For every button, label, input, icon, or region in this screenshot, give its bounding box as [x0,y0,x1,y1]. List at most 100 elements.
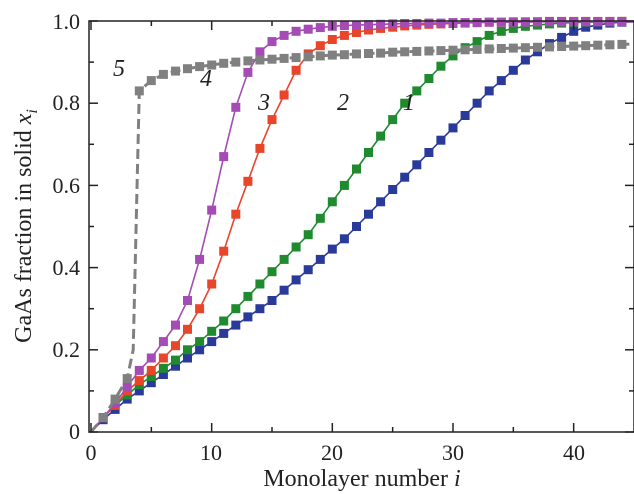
data-point-series-5 [581,41,590,50]
data-point-series-4 [593,17,602,26]
data-point-series-2 [219,317,228,326]
data-point-series-5 [123,374,132,383]
x-tick-label: 20 [321,440,343,465]
y-tick-label: 0.6 [53,173,81,198]
data-point-series-1 [449,123,458,132]
series-5 [91,40,634,432]
data-point-series-2 [292,243,301,252]
data-point-series-2 [328,197,337,206]
data-point-series-4 [171,321,180,330]
data-point-series-2 [280,255,289,264]
data-point-series-1 [316,255,325,264]
data-point-series-5 [171,67,180,76]
data-point-series-4 [557,17,566,26]
data-point-series-2 [171,356,180,365]
x-tick-label: 10 [200,440,222,465]
data-point-series-4 [316,23,325,32]
data-point-series-1 [183,354,192,363]
data-point-series-3 [280,91,289,100]
data-point-series-5 [292,53,301,62]
data-point-series-1 [412,160,421,169]
data-point-series-4 [183,296,192,305]
data-point-series-5 [485,44,494,53]
data-point-series-4 [159,337,168,346]
data-point-series-1 [304,265,313,274]
data-point-series-5 [183,64,192,73]
data-point-series-4 [497,18,506,27]
y-tick-label: 0 [69,419,80,444]
data-point-series-2 [364,148,373,157]
y-axis-title-text: GaAs fraction in solid [11,130,37,343]
data-point-series-4 [219,152,228,161]
data-point-series-2 [485,31,494,40]
data-point-series-2 [436,62,445,71]
data-point-series-3 [268,115,277,124]
data-point-series-4 [147,354,156,363]
data-point-series-1 [328,245,337,254]
y-tick-label: 0.2 [53,337,81,362]
data-point-series-5 [111,395,120,404]
data-point-series-2 [316,214,325,223]
data-point-series-3 [195,304,204,313]
data-point-series-4 [581,17,590,26]
y-tick-label: 0.4 [53,255,81,280]
data-point-series-1 [268,296,277,305]
data-point-series-1 [243,312,252,321]
data-point-series-1 [340,234,349,243]
data-point-series-1 [424,148,433,157]
data-point-series-5 [388,48,397,57]
x-tick-label: 40 [563,440,585,465]
data-point-series-5 [533,43,542,52]
data-point-series-2 [352,165,361,174]
data-point-series-5 [449,46,458,55]
data-point-series-1 [485,86,494,95]
data-point-series-2 [424,74,433,83]
data-point-series-5 [412,47,421,56]
data-point-series-3 [219,247,228,256]
data-point-series-4 [195,255,204,264]
data-point-series-4 [304,25,313,34]
data-point-series-4 [207,206,216,215]
data-point-series-5 [243,56,252,65]
y-axis-title-var: x [11,113,37,125]
data-point-series-5 [593,41,602,50]
data-point-series-5 [364,49,373,58]
data-point-series-5 [436,46,445,55]
data-point-series-3 [255,144,264,153]
data-point-series-2 [473,37,482,46]
data-point-series-3 [316,41,325,50]
data-point-series-5 [461,45,470,54]
data-point-series-5 [376,49,385,58]
data-point-series-2 [243,292,252,301]
data-point-series-5 [521,43,530,52]
y-axis-title: GaAs fraction in solid xi [11,109,41,343]
data-point-series-4 [521,18,530,27]
series-1 [91,18,634,432]
data-point-series-3 [340,31,349,40]
data-point-series-2 [255,280,264,289]
data-point-series-1 [557,33,566,42]
data-point-series-1 [219,329,228,338]
data-point-series-1 [400,173,409,182]
data-point-series-5 [219,59,228,68]
data-point-series-1 [509,66,518,75]
data-point-series-4 [255,47,264,56]
data-point-series-1 [255,304,264,313]
x-axis-title-text: Monolayer number [263,466,448,492]
data-point-series-5 [617,40,626,49]
data-point-series-5 [231,58,240,67]
data-point-series-2 [183,345,192,354]
data-point-series-4 [461,18,470,27]
data-point-series-5 [316,51,325,60]
data-point-series-4 [424,19,433,28]
data-point-series-2 [376,132,385,141]
data-point-series-5 [557,42,566,51]
curve-label-2: 2 [337,90,349,116]
data-point-series-5 [605,40,614,49]
data-point-series-3 [207,280,216,289]
data-point-series-1 [292,275,301,284]
data-point-series-3 [135,376,144,385]
data-point-series-1 [388,185,397,194]
data-point-series-3 [292,66,301,75]
data-point-series-3 [159,354,168,363]
